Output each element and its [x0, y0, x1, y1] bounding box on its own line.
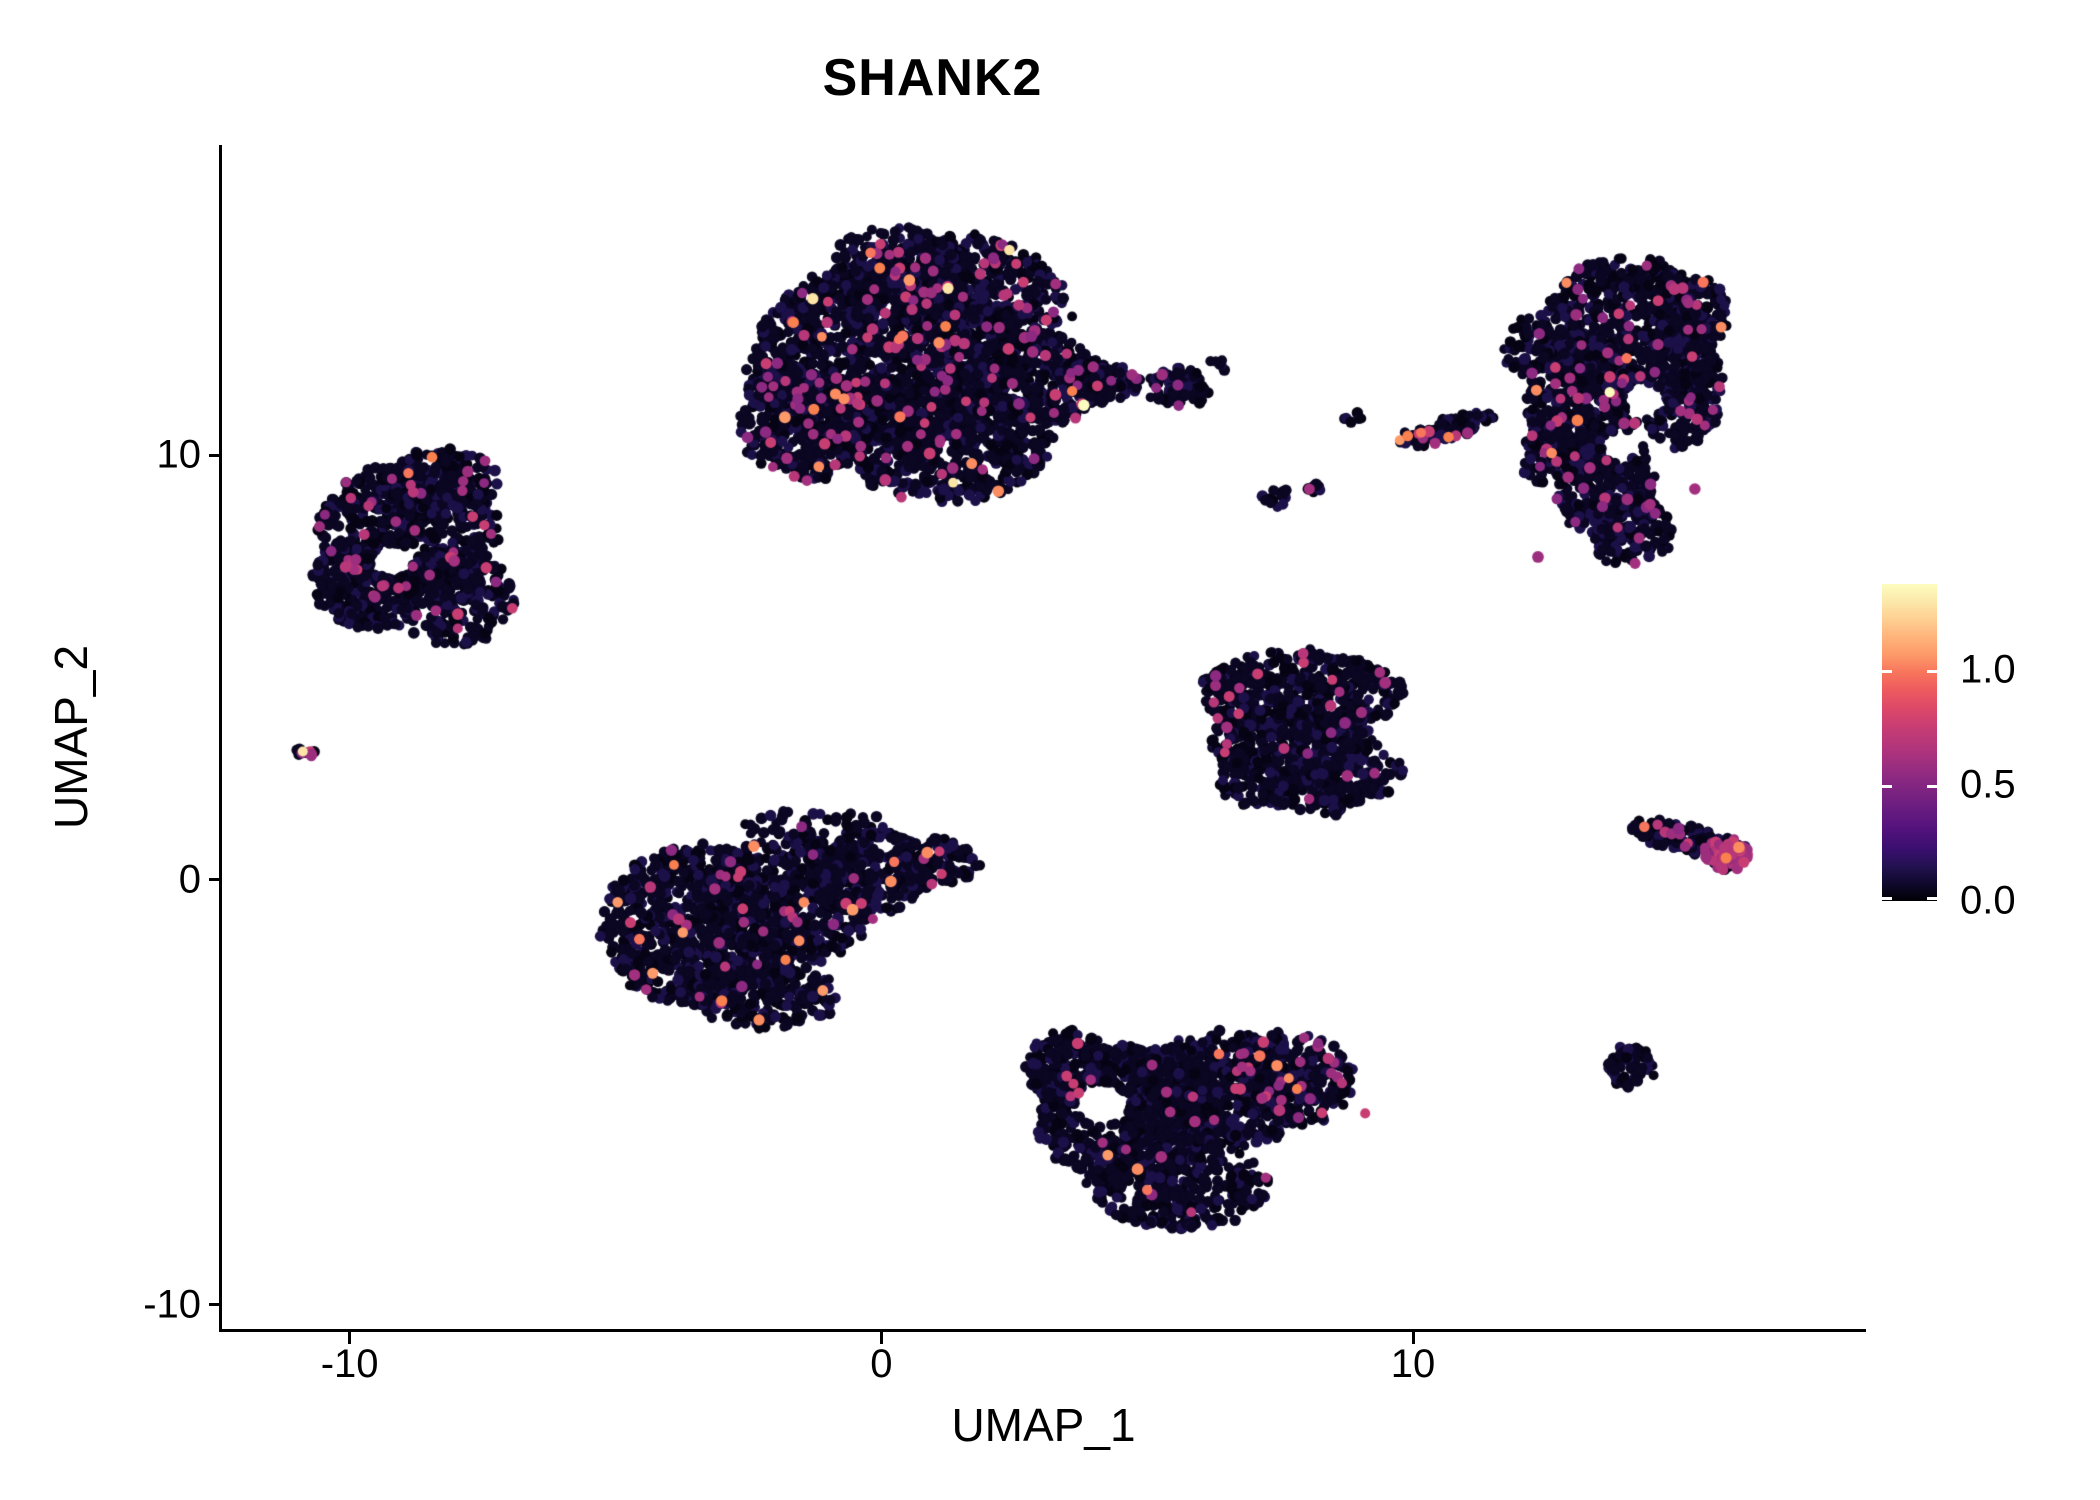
chart-title: SHANK2	[822, 49, 1043, 107]
legend-tick-label: 0.5	[1960, 762, 2016, 807]
x-tick-mark	[348, 1331, 352, 1344]
legend-tick-mark	[1882, 669, 1892, 673]
y-tick-mark	[209, 453, 222, 457]
x-tick-mark	[879, 1331, 883, 1344]
x-tick-mark	[1411, 1331, 1415, 1344]
legend-tick-mark	[1882, 897, 1892, 900]
y-axis-label: UMAP_2	[45, 644, 97, 830]
y-tick-label: 0	[178, 857, 201, 902]
legend-tick-mark	[1927, 897, 1937, 900]
y-tick-label: 10	[156, 432, 202, 477]
y-tick-mark	[209, 1303, 222, 1307]
legend-tick-label: 1.0	[1960, 647, 2016, 692]
x-axis-line	[220, 1329, 1866, 1332]
x-tick-label: 10	[1390, 1342, 1436, 1386]
x-axis-label: UMAP_1	[951, 1399, 1136, 1451]
x-tick-label: -10	[320, 1342, 379, 1386]
x-tick-label: 0	[870, 1342, 893, 1386]
y-axis-line	[219, 145, 222, 1332]
legend-tick-mark	[1882, 785, 1892, 789]
legend-gradient-bar	[1882, 584, 1937, 901]
legend-tick-mark	[1927, 785, 1937, 789]
y-tick-label: -10	[143, 1282, 201, 1327]
legend-tick-label: 0.0	[1960, 878, 2016, 923]
y-tick-mark	[209, 878, 222, 882]
legend-tick-mark	[1927, 669, 1937, 673]
